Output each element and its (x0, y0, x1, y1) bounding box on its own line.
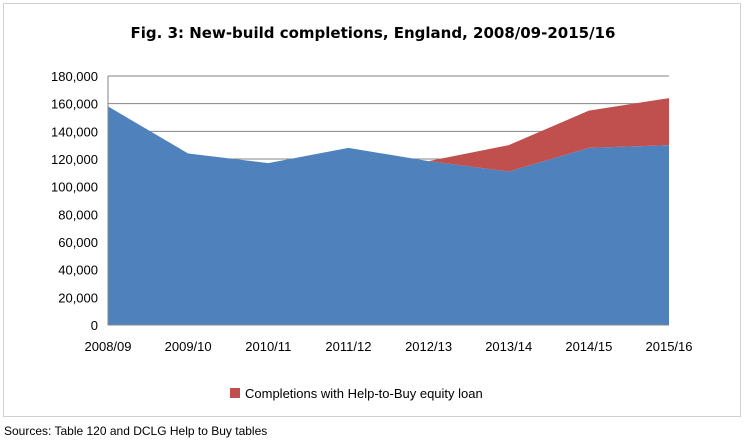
y-tick-label-5: 100,000 (51, 180, 98, 195)
x-tick-labels: 2008/09 2009/10 2010/11 2011/12 2012/13 2013/… (85, 339, 693, 354)
x-tick-label-6: 2014/15 (565, 339, 612, 354)
x-tick-label-2: 2010/11 (245, 339, 291, 354)
y-tick-label-8: 160,000 (51, 97, 98, 112)
y-tick-label-6: 120,000 (51, 152, 98, 167)
x-tick-label-4: 2012/13 (405, 339, 452, 354)
y-tick-label-4: 80,000 (58, 207, 98, 222)
chart-title: Fig. 3: New-build completions, England, … (131, 24, 616, 42)
y-tick-label-7: 140,000 (51, 124, 98, 139)
axes (107, 76, 669, 326)
area-total-completions (108, 106, 669, 325)
area-help-to-buy (108, 98, 669, 172)
chart-area: Fig. 3: New-build completions, England, … (3, 3, 741, 417)
y-tick-label-3: 60,000 (58, 235, 98, 250)
x-tick-label-3: 2011/12 (325, 339, 371, 354)
x-tick-label-7: 2015/16 (646, 339, 693, 354)
y-tick-labels: 0 20,000 40,000 60,000 80,000 100,000 120,000 1… (51, 69, 98, 333)
y-tick-label-1: 20,000 (58, 290, 98, 305)
y-tick-label-0: 0 (91, 318, 98, 333)
x-tick-label-1: 2009/10 (165, 339, 212, 354)
legend: Completions with Help-to-Buy equity loan (230, 386, 483, 401)
source-note: Sources: Table 120 and DCLG Help to Buy … (4, 424, 268, 438)
y-tick-label-2: 40,000 (58, 263, 98, 278)
legend-label-help-to-buy: Completions with Help-to-Buy equity loan (245, 386, 483, 401)
legend-swatch-help-to-buy (230, 388, 240, 398)
x-tick-label-5: 2013/14 (485, 339, 532, 354)
y-tick-label-9: 180,000 (51, 69, 98, 84)
chart-svg: Fig. 3: New-build completions, England, … (51, 24, 693, 401)
plot-areas (108, 98, 669, 325)
x-tick-label-0: 2008/09 (85, 339, 132, 354)
